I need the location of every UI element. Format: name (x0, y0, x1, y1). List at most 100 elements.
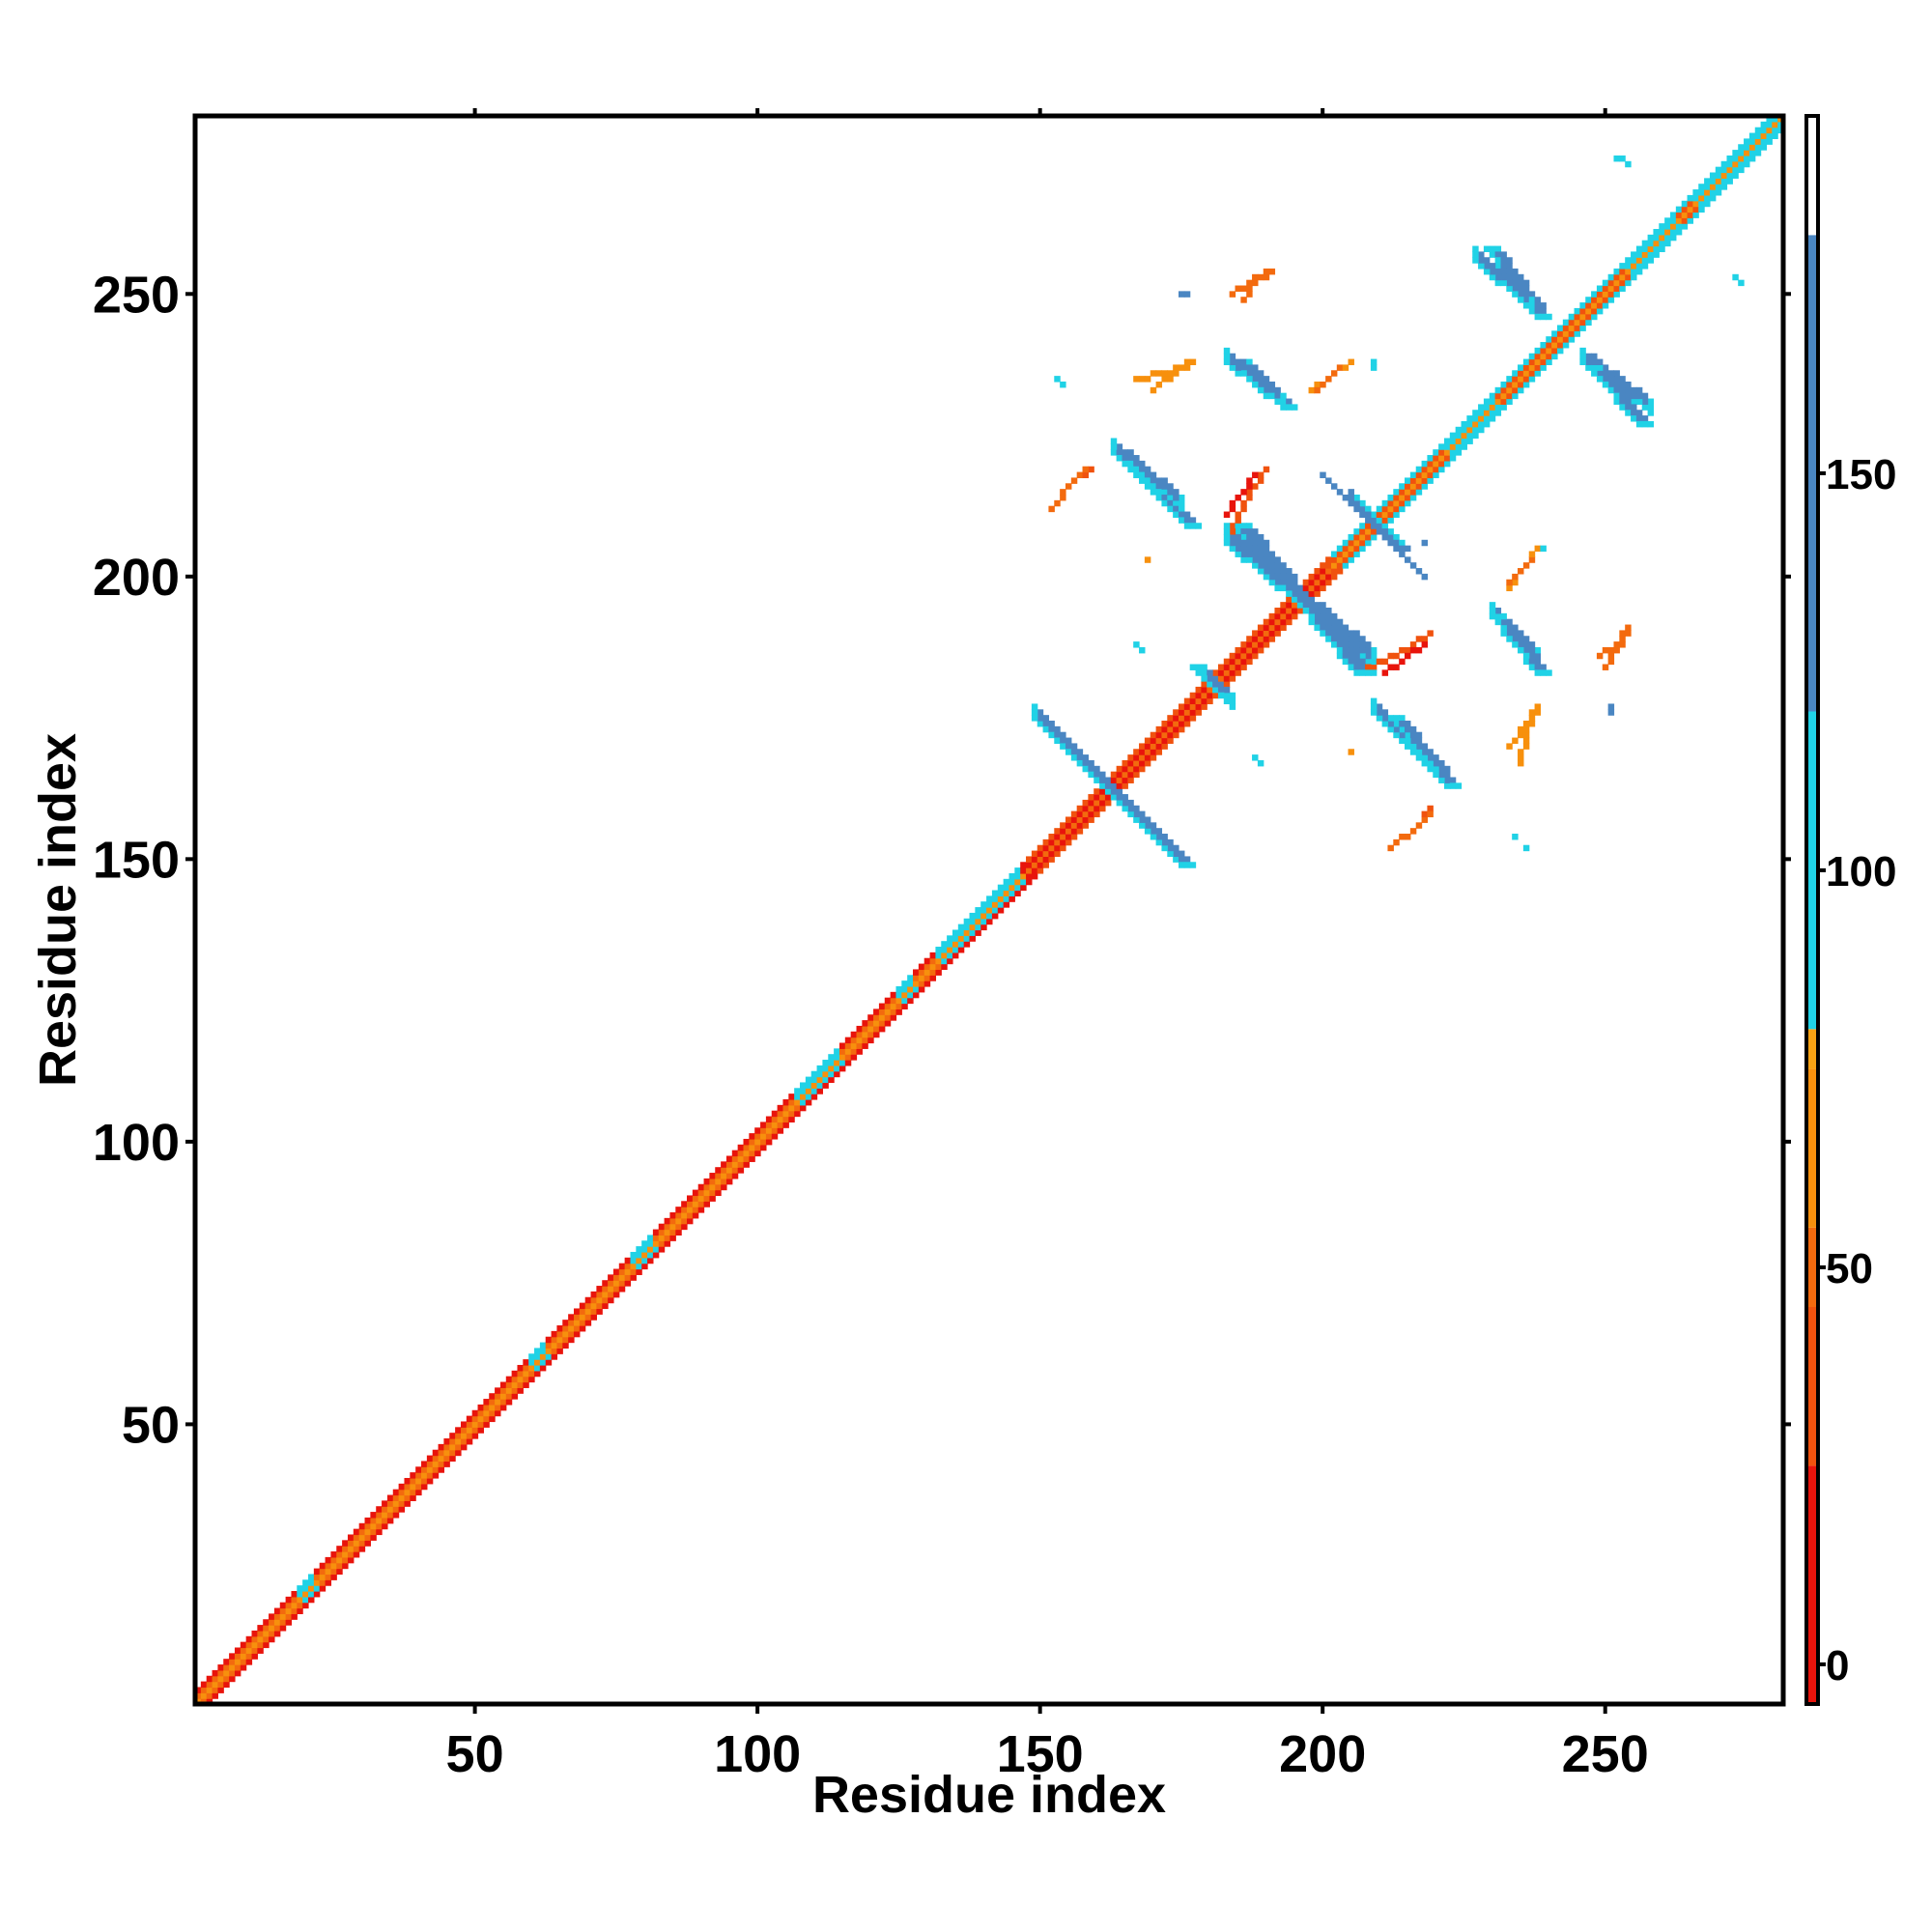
heatmap-cell (1161, 844, 1168, 852)
heatmap-cell (1178, 364, 1185, 371)
heatmap-cell (1235, 517, 1241, 524)
heatmap-cell (1489, 273, 1496, 281)
heatmap-cell (1292, 590, 1298, 597)
heatmap-cell (1161, 483, 1168, 490)
heatmap-cell (901, 985, 908, 993)
heatmap-cell (1252, 533, 1259, 541)
heatmap-cell (568, 1336, 575, 1344)
heatmap-cell (1314, 579, 1321, 586)
heatmap-cell (528, 1364, 535, 1372)
heatmap-cell (1522, 291, 1530, 298)
heatmap-cell (901, 1003, 908, 1009)
heatmap-cell (1308, 386, 1316, 394)
heatmap-cell (1257, 641, 1264, 648)
heatmap-cell (1546, 347, 1552, 355)
heatmap-cell (834, 1048, 840, 1055)
heatmap-cell (1726, 155, 1733, 162)
heatmap-cell (963, 923, 971, 931)
heatmap-cell (269, 1625, 275, 1632)
heatmap-cells (195, 116, 1784, 1705)
heatmap-cell (1732, 150, 1739, 156)
heatmap-cell (1263, 624, 1270, 631)
heatmap-cell (834, 1065, 840, 1072)
heatmap-cell (1522, 381, 1530, 388)
heatmap-cell (1393, 494, 1400, 501)
heatmap-cell (1348, 652, 1354, 660)
heatmap-cell (844, 1054, 852, 1061)
heatmap-cell (1522, 844, 1530, 852)
heatmap-cell (1189, 664, 1197, 670)
heatmap-cell (1546, 313, 1552, 321)
heatmap-cell (1613, 398, 1620, 405)
heatmap-cell (471, 1433, 479, 1439)
heatmap-cell (1229, 505, 1236, 513)
heatmap-cell (1274, 573, 1281, 581)
heatmap-cell (1252, 641, 1259, 648)
heatmap-cell (1246, 551, 1253, 557)
heatmap-cell (596, 1302, 603, 1310)
heatmap-cell (421, 1477, 428, 1485)
heatmap-cell (1252, 646, 1259, 654)
heatmap-cell (1675, 223, 1683, 230)
heatmap-cell (788, 1098, 795, 1106)
heatmap-cell (1048, 505, 1055, 513)
heatmap-cell (584, 1302, 592, 1310)
heatmap-cell (1405, 721, 1411, 727)
heatmap-cell (370, 1534, 377, 1541)
heatmap-cell (415, 1472, 422, 1479)
heatmap-cell (1195, 523, 1202, 529)
heatmap-cell (596, 1308, 603, 1315)
heatmap-cell (1635, 392, 1643, 400)
heatmap-cell (1348, 636, 1354, 642)
heatmap-cell (398, 1500, 406, 1507)
heatmap-cell (890, 997, 897, 1005)
heatmap-cell (969, 918, 976, 925)
heatmap-cell (1155, 737, 1163, 745)
heatmap-cell (782, 1110, 789, 1118)
heatmap-cell (1116, 771, 1123, 779)
heatmap-cell (517, 1370, 524, 1378)
heatmap-cell (386, 1494, 394, 1501)
heatmap-cell (489, 1393, 496, 1400)
heatmap-cell (1738, 160, 1745, 168)
heatmap-cell (1280, 612, 1287, 620)
heatmap-cell (1150, 743, 1157, 750)
heatmap-cell (1455, 443, 1463, 450)
heatmap-cell (1060, 822, 1066, 829)
heatmap-cell (1353, 505, 1360, 513)
heatmap-cell (421, 1483, 428, 1491)
heatmap-cell (1596, 297, 1604, 303)
heatmap-cell (975, 907, 981, 914)
heatmap-cell (1625, 398, 1632, 405)
heatmap-cell (426, 1477, 434, 1485)
heatmap-cell (1438, 759, 1445, 767)
heatmap-cell (1709, 178, 1717, 185)
heatmap-cell (929, 952, 937, 959)
heatmap-cell (856, 1048, 863, 1055)
heatmap-cell (1635, 257, 1643, 264)
heatmap-cell (856, 1042, 863, 1049)
heatmap-cell (505, 1376, 513, 1383)
heatmap-cell (1512, 381, 1519, 388)
heatmap-cell (1540, 342, 1547, 349)
heatmap-cell (1144, 737, 1151, 745)
heatmap-cell (980, 901, 987, 908)
heatmap-cell (963, 929, 971, 936)
heatmap-cell (1286, 602, 1293, 609)
heatmap-cell (285, 1607, 293, 1614)
heatmap-cell (1280, 398, 1287, 405)
heatmap-cell (1494, 245, 1502, 253)
heatmap-cell (1246, 358, 1253, 366)
heatmap-cell (602, 1291, 609, 1298)
heatmap-cell (1421, 759, 1429, 767)
heatmap-cell (410, 1477, 416, 1485)
heatmap-cell (455, 1438, 462, 1445)
heatmap-cell (1540, 664, 1547, 670)
heatmap-cell (1223, 697, 1231, 705)
heatmap-cell (828, 1060, 835, 1066)
heatmap-cell (1060, 838, 1066, 846)
heatmap-cell (1246, 533, 1253, 541)
heatmap-cell (941, 952, 948, 959)
heatmap-cell (1574, 325, 1580, 331)
heatmap-cell (297, 1602, 303, 1609)
